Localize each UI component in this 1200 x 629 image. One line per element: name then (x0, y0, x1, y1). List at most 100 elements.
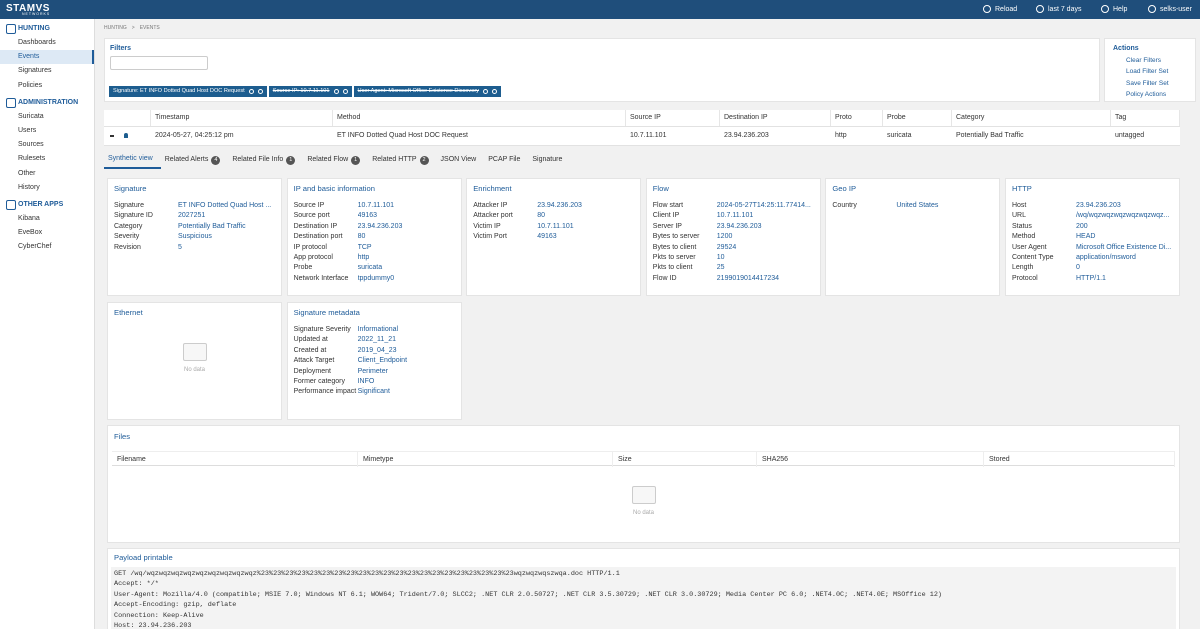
brand[interactable]: STAMVS (6, 3, 50, 14)
kv-value[interactable]: Perimeter (357, 367, 388, 375)
kv-value[interactable]: 10 (716, 254, 725, 262)
actions-panel: Actions Clear Filters Load Filter Set Save… (1104, 38, 1196, 102)
tab[interactable]: Synthetic view (104, 151, 161, 169)
kv-value[interactable]: Significant (357, 388, 390, 396)
kv-value[interactable]: 2019_04_23 (357, 346, 397, 354)
kv-key: Country (832, 202, 857, 209)
card-title: Ethernet (114, 308, 143, 317)
kv-value[interactable]: 2024-05-27T14:25:11.77414... (716, 202, 811, 209)
chip-remove[interactable] (257, 89, 263, 94)
nav-item[interactable]: Dashboards (18, 39, 56, 46)
action-link[interactable]: Policy Actions (1126, 90, 1167, 98)
action-link[interactable]: Save Filter Set (1126, 79, 1169, 87)
kv-value[interactable]: http (357, 254, 370, 262)
nav-item[interactable]: Sources (18, 141, 44, 149)
kv-value[interactable]: 49163 (537, 233, 557, 241)
kv-value[interactable]: Client_Endpoint (357, 357, 408, 365)
kv-value[interactable]: ET INFO Dotted Quad Host ... (178, 202, 272, 209)
kv-value[interactable]: 0 (1075, 264, 1080, 272)
header-cell: Size (613, 452, 757, 467)
kv-value[interactable]: 80 (357, 233, 366, 241)
header-cell[interactable]: Proto (831, 110, 883, 126)
tab[interactable]: Related HTTP 2 (368, 151, 436, 169)
kv-value[interactable]: application/msword (1075, 254, 1136, 262)
kv-value[interactable]: 2199019014417234 (716, 274, 780, 282)
tab[interactable]: Related File Info 1 (228, 151, 303, 169)
breadcrumb-item[interactable]: HUNTING (104, 25, 127, 31)
header-cell[interactable]: Timestamp (151, 110, 333, 126)
kv-value[interactable]: 23.94.236.203 (357, 222, 403, 230)
kv-value[interactable]: 25 (716, 264, 725, 272)
header-cell[interactable]: Source IP (626, 110, 720, 126)
nav-item[interactable]: Rulesets (18, 155, 46, 163)
tab[interactable]: Related Flow 1 (303, 151, 368, 169)
cell: 10.7.11.101 (630, 132, 667, 139)
nav-item[interactable]: Events (0, 50, 94, 65)
nav-item[interactable]: History (18, 183, 40, 191)
kv-value[interactable]: Informational (357, 326, 399, 333)
kv-value[interactable]: HTTP/1.1 (1075, 274, 1106, 282)
table-row[interactable]: 2024-05-27, 04:25:12 pm ET INFO Dotted Qu… (104, 127, 1180, 146)
kv-value[interactable]: TCP (357, 243, 372, 251)
header-cell[interactable]: Probe (883, 110, 952, 126)
kv-value[interactable]: 10.7.11.101 (357, 202, 395, 209)
kv-value[interactable]: /wq/wqzwqzwqzwqzwqzwqz... (1075, 212, 1170, 220)
kv-value[interactable]: 2022_11_21 (357, 336, 397, 344)
row-controls[interactable] (104, 127, 151, 145)
period-button[interactable]: last 7 days (1036, 5, 1081, 13)
info-card: Signature Signature ET INFO Dotted Quad Ho… (107, 178, 282, 296)
kv-value[interactable]: suricata (357, 264, 383, 272)
kv-value[interactable]: 80 (537, 212, 545, 220)
actions-title: Actions (1113, 45, 1139, 52)
kv-value[interactable]: Potentially Bad Traffic (178, 222, 246, 230)
nav-item[interactable]: EveBox (18, 229, 43, 237)
kv-value[interactable]: 5 (178, 243, 182, 251)
help-button[interactable]: Help (1101, 5, 1127, 13)
nav-item[interactable]: Kibana (18, 214, 40, 222)
help-label: Help (1113, 5, 1128, 13)
kv-value[interactable]: INFO (357, 378, 375, 386)
kv-value[interactable]: 29524 (716, 243, 737, 251)
header-cell[interactable]: Tag (1111, 110, 1180, 126)
chip-remove[interactable] (342, 89, 348, 94)
kv-value[interactable]: 200 (1075, 222, 1088, 230)
tab[interactable]: Signature (528, 151, 570, 169)
reload-button[interactable]: Reload (983, 5, 1017, 13)
kv-value[interactable]: 23.94.236.203 (716, 222, 762, 230)
chip-remove[interactable] (491, 89, 497, 94)
chip-toggle[interactable] (482, 89, 488, 94)
action-link[interactable]: Clear Filters (1126, 57, 1162, 64)
kv-value[interactable]: 2027251 (178, 212, 206, 220)
tab-label: PCAP File (488, 156, 521, 163)
tab[interactable]: PCAP File (484, 151, 528, 169)
kv-value[interactable]: Suspicious (178, 233, 212, 241)
kv-value[interactable]: 1200 (716, 233, 733, 241)
kv-value[interactable]: Microsoft Office Existence Di... (1075, 243, 1172, 251)
user-menu[interactable]: selks-user (1148, 5, 1192, 13)
tab[interactable]: JSON View (437, 151, 485, 169)
kv-value[interactable]: tppdummy0 (357, 274, 395, 282)
kv-value[interactable]: 10.7.11.101 (537, 222, 574, 230)
kv-value[interactable]: United States (896, 202, 939, 209)
nav-item[interactable]: Users (18, 126, 37, 134)
kv-value[interactable]: 23.94.236.203 (537, 202, 582, 209)
nav-item[interactable]: CyberChef (18, 243, 52, 251)
filter-select[interactable] (110, 56, 208, 70)
chip-toggle[interactable] (248, 89, 254, 94)
nav-item[interactable]: Suricata (18, 112, 44, 120)
kv-value[interactable]: 23.94.236.203 (1075, 202, 1121, 209)
action-link[interactable]: Load Filter Set (1126, 68, 1169, 76)
header-cell[interactable]: Category (952, 110, 1111, 126)
tab[interactable]: Related Alerts 4 (161, 151, 229, 169)
header-cell[interactable]: Method (333, 110, 626, 126)
kv-value[interactable]: 49163 (357, 212, 378, 220)
kv-value[interactable]: 10.7.11.101 (716, 212, 754, 220)
chip-toggle[interactable] (333, 89, 339, 94)
nav-item[interactable]: Policies (18, 81, 43, 89)
nav-item[interactable]: Other (18, 169, 36, 177)
nav-item[interactable]: Signatures (18, 67, 52, 75)
breadcrumb-item[interactable]: EVENTS (132, 25, 160, 31)
header-cell[interactable]: Destination IP (720, 110, 831, 126)
kv-value[interactable]: HEAD (1075, 233, 1096, 241)
info-card: Geo IP Country United States (825, 178, 1001, 296)
